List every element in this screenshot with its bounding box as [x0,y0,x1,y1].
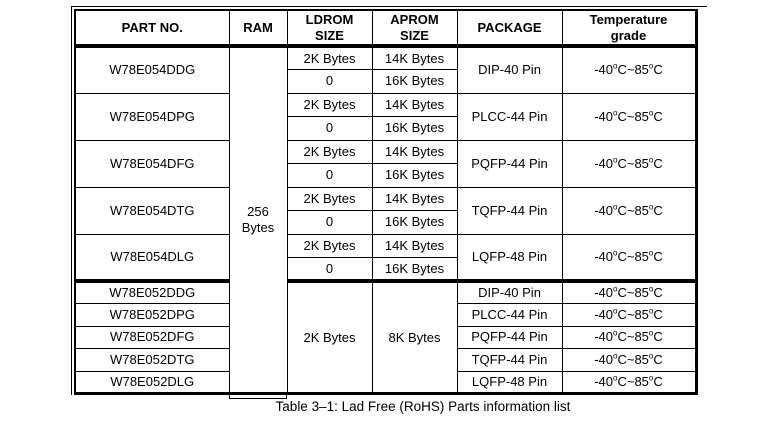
part-no-cell: W78E054DLG [74,233,230,282]
part-no-cell: W78E054DFG [74,139,230,188]
ldrom-cell: 2K Bytes [286,45,373,70]
aprom-cell: 16K Bytes [371,163,458,188]
aprom-cell: 16K Bytes [371,69,458,94]
temperature-cell: -40oC~85oC [561,370,697,394]
col-header-part-no-label: PART NO. [121,19,183,35]
temperature-cell: -40oC~85oC [561,139,697,188]
package-cell: DIP-40 Pin [456,279,563,304]
col-header-temperature-grade-label: Temperature grade [589,11,668,43]
aprom-cell: 14K Bytes [371,92,458,117]
package-cell: PLCC-44 Pin [456,92,563,141]
package-cell: PQFP-44 Pin [456,325,563,349]
table-row: W78E052DDG 2K Bytes 8K Bytes DIP-40 Pin … [74,279,697,394]
aprom-cell: 16K Bytes [371,257,458,282]
part-no-cell: W78E052DDG [74,279,230,304]
table-row: W78E054DPG 2K Bytes 14K Bytes PLCC-44 Pi… [74,92,697,141]
temperature-cell: -40oC~85oC [561,325,697,349]
part-no-cell: W78E054DTG [74,186,230,235]
table-row: W78E054DDG 256 Bytes 2K Bytes 14K Bytes … [74,45,697,394]
ldrom-cell: 2K Bytes [286,233,373,258]
ldrom-cell: 0 [286,69,373,94]
table-row: 0 16K Bytes [75,116,696,141]
ldrom-cell: 2K Bytes [286,92,373,117]
table-row: W78E052DFG PQFP-44 Pin -40oC~85oC [74,325,697,349]
temperature-cell: -40oC~85oC [561,186,697,235]
aprom-cell: 16K Bytes [371,116,458,141]
col-header-package: PACKAGE [456,9,563,48]
package-cell: DIP-40 Pin [456,45,563,94]
part-no-cell: W78E054DDG [74,45,230,94]
package-cell: LQFP-48 Pin [456,233,563,282]
ram-cell-bottom-border-artifact [229,395,287,399]
col-header-aprom-size: APROM SIZE [371,9,458,48]
aprom-cell: 16K Bytes [371,210,458,235]
aprom-cell: 14K Bytes [371,45,458,70]
aprom-cell: 14K Bytes [371,139,458,164]
ram-value: 256 Bytes [241,204,275,235]
col-header-package-label: PACKAGE [477,19,542,35]
table-row: W78E054DTG 2K Bytes 14K Bytes TQFP-44 Pi… [74,186,697,235]
package-cell: PQFP-44 Pin [456,139,563,188]
package-cell: TQFP-44 Pin [456,348,563,372]
part-no-cell: W78E054DPG [74,92,230,141]
table-row: W78E052DPG PLCC-44 Pin -40oC~85oC [74,303,697,327]
aprom-cell: 8K Bytes [371,279,458,394]
part-no-cell: W78E052DFG [74,325,230,349]
temperature-cell: -40oC~85oC [561,348,697,372]
header-row: PART NO. RAM LDROM SIZE APROM SIZE PACKA… [74,9,697,48]
ldrom-cell: 0 [286,163,373,188]
ram-cell: 256 Bytes [228,45,288,394]
table-row: W78E054DFG 2K Bytes 14K Bytes PQFP-44 Pi… [74,139,697,188]
temperature-cell: -40oC~85oC [561,279,697,304]
ldrom-cell: 0 [286,257,373,282]
ldrom-cell: 2K Bytes [286,279,373,394]
parts-information-table: PART NO. RAM LDROM SIZE APROM SIZE PACKA… [74,9,698,395]
part-no-cell: W78E052DTG [74,348,230,372]
col-header-temperature-grade: Temperature grade [561,9,697,48]
table-row: 0 16K Bytes [75,69,696,94]
col-header-ldrom-size-label: LDROM SIZE [305,11,354,43]
part-no-cell: W78E052DLG [74,370,230,394]
ldrom-cell: 2K Bytes [286,186,373,211]
table-row: 0 16K Bytes [75,163,696,188]
parts-table-frame: PART NO. RAM LDROM SIZE APROM SIZE PACKA… [71,6,707,399]
table-row: 0 16K Bytes [75,257,696,282]
col-header-part-no: PART NO. [74,9,230,48]
ldrom-cell: 0 [286,116,373,141]
col-header-ram: RAM [228,9,288,48]
col-header-ram-label: RAM [243,19,273,35]
table-row: W78E052DLG LQFP-48 Pin -40oC~85oC [74,370,697,394]
col-header-ldrom-size: LDROM SIZE [286,9,373,48]
table-row: 0 16K Bytes [75,210,696,235]
table-caption: Table 3–1: Lad Free (RoHS) Parts informa… [275,399,571,414]
temperature-cell: -40oC~85oC [561,303,697,327]
temperature-cell: -40oC~85oC [561,233,697,282]
table-row: W78E054DLG 2K Bytes 14K Bytes LQFP-48 Pi… [74,233,697,282]
col-header-aprom-size-label: APROM SIZE [390,11,439,43]
ldrom-cell: 2K Bytes [286,139,373,164]
ldrom-cell: 0 [286,210,373,235]
temperature-cell: -40oC~85oC [561,45,697,94]
package-cell: PLCC-44 Pin [456,303,563,327]
package-cell: LQFP-48 Pin [456,370,563,394]
package-cell: TQFP-44 Pin [456,186,563,235]
aprom-cell: 14K Bytes [371,186,458,211]
aprom-cell: 14K Bytes [371,233,458,258]
part-no-cell: W78E052DPG [74,303,230,327]
temperature-cell: -40oC~85oC [561,92,697,141]
